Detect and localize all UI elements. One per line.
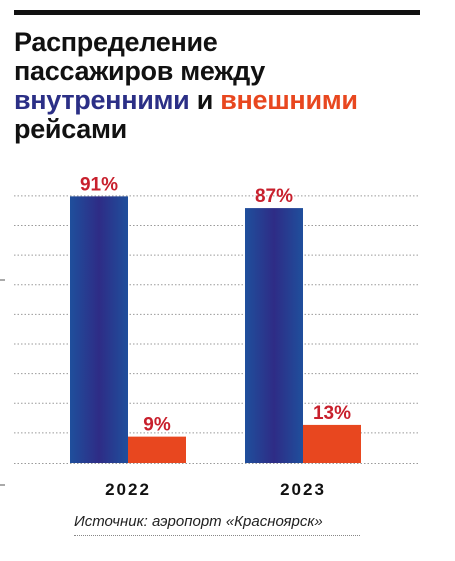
bar-international-2022 — [128, 436, 186, 463]
value-label-domestic-2023: 87% — [255, 186, 293, 207]
title-line-2: пассажиров между — [14, 56, 265, 86]
title-line-3: внутренними и внешними — [14, 86, 434, 115]
chart-title: Распределение пассажиров между внутренни… — [14, 28, 434, 144]
value-labels: 91% 9% 87% 13% — [80, 174, 351, 435]
title-line-1: Распределение — [14, 27, 218, 57]
category-label-2022: 2022 — [105, 480, 151, 499]
title-conjunction: и — [196, 85, 214, 115]
axis-ticks — [0, 279, 5, 486]
title-international-word: внешними — [220, 85, 358, 115]
category-label-2023: 2023 — [280, 480, 326, 499]
source-note: Источник: аэропорт «Красноярск» — [74, 513, 323, 530]
title-domestic-word: внутренними — [14, 85, 190, 115]
value-label-international-2023: 13% — [313, 403, 351, 424]
value-label-domestic-2022: 91% — [80, 174, 118, 195]
category-labels: 2022 2023 — [105, 480, 326, 499]
title-line-4: рейсами — [14, 114, 127, 144]
bar-international-2023 — [303, 424, 361, 463]
top-rule — [14, 10, 420, 15]
bars — [70, 196, 361, 463]
value-label-international-2022: 9% — [143, 415, 171, 436]
source-underline — [74, 535, 360, 536]
bar-domestic-2023 — [245, 208, 303, 463]
bar-domestic-2022 — [70, 196, 128, 463]
